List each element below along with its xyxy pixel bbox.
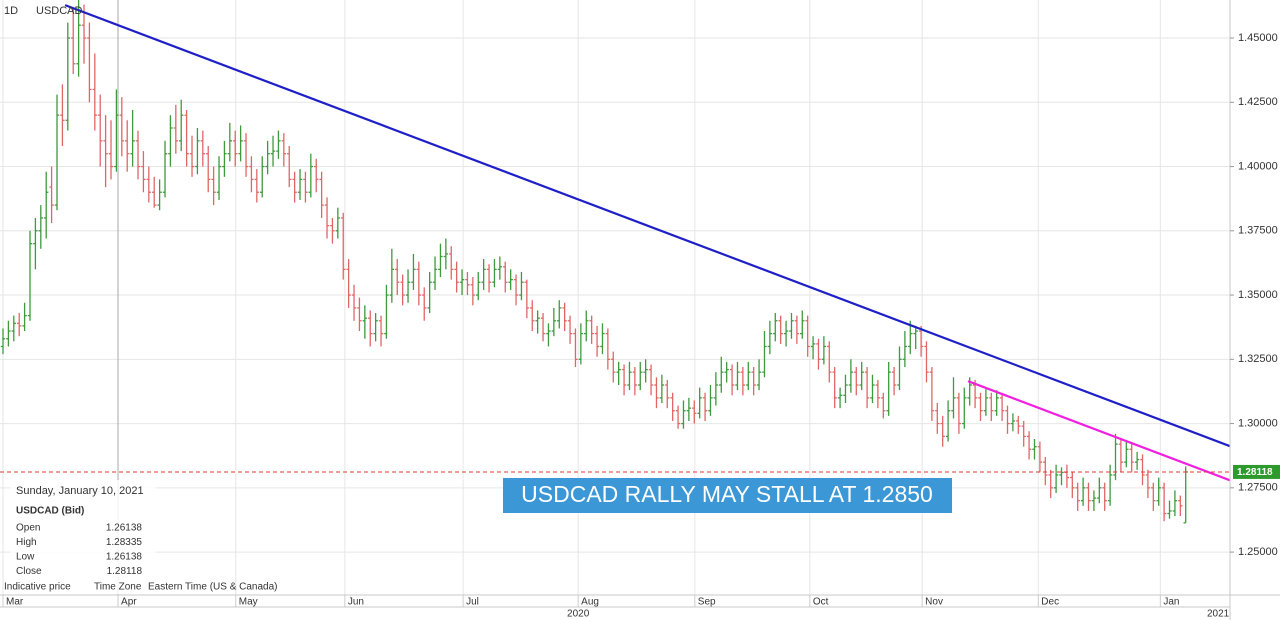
annotation-box	[503, 478, 952, 513]
x-tick-label: Dec	[1041, 597, 1059, 608]
year-label: 2021	[1207, 609, 1230, 620]
info-field: Low	[16, 552, 35, 563]
info-value: 1.26138	[106, 523, 143, 534]
trendline	[967, 380, 1230, 482]
x-tick-label: Nov	[925, 597, 943, 608]
info-date: Sunday, January 10, 2021	[16, 485, 144, 497]
y-tick-label: 1.45000	[1238, 32, 1278, 44]
info-field: Open	[16, 523, 40, 534]
x-tick-label: May	[239, 597, 258, 608]
info-tz-label: Time Zone	[94, 582, 142, 593]
interval: 1D	[4, 5, 18, 17]
info-note: Indicative price	[4, 582, 71, 593]
y-tick-label: 1.35000	[1238, 289, 1278, 301]
price-tag: 1.28118	[1233, 464, 1280, 479]
x-tick-label: Mar	[6, 597, 24, 608]
x-tick-label: Oct	[813, 597, 829, 608]
info-field: High	[16, 537, 37, 548]
plot-area	[0, 0, 1230, 524]
x-tick-label: Jul	[466, 597, 479, 608]
y-tick-label: 1.40000	[1238, 160, 1278, 172]
info-symbol: USDCAD (Bid)	[16, 506, 84, 517]
axes: 1.25000 1.27500 1.30000 1.32500 1.35000 1.375…	[2, 32, 1278, 620]
y-tick-label: 1.42500	[1238, 96, 1278, 108]
annotation: USDCAD RALLY MAY STALL AT 1.2850	[521, 481, 933, 507]
info-panel: Sunday, January 10, 2021 USDCAD (Bid) In…	[4, 480, 278, 594]
price-tag-label: 1.28118	[1237, 467, 1273, 478]
info-field: Close	[16, 566, 42, 577]
y-tick-label: 1.30000	[1238, 417, 1278, 429]
year-label: 2020	[567, 609, 590, 620]
info-value: 1.28118	[107, 566, 143, 577]
y-tick-label: 1.32500	[1238, 353, 1278, 365]
info-value: 1.26138	[106, 552, 143, 563]
info-value: 1.28335	[106, 537, 143, 548]
x-tick-label: Jan	[1163, 597, 1179, 608]
info-rows: Open 1.26138 High 1.28335 Low 1.26138 Close 1.2…	[16, 523, 142, 578]
y-tick-label: 1.25000	[1238, 546, 1278, 558]
x-tick-label: Sep	[698, 597, 716, 608]
y-tick-label: 1.27500	[1238, 482, 1278, 494]
price-tag-bg	[1233, 464, 1280, 479]
x-tick-label: Apr	[121, 597, 137, 608]
symbol: USDCAD	[36, 5, 83, 17]
info-panel-bg	[10, 480, 156, 594]
trendline	[64, 4, 1230, 448]
x-tick-label: Aug	[581, 597, 599, 608]
y-tick-label: 1.37500	[1238, 225, 1278, 237]
info-tz: Eastern Time (US & Canada)	[148, 582, 278, 593]
x-tick-label: Jun	[348, 597, 364, 608]
